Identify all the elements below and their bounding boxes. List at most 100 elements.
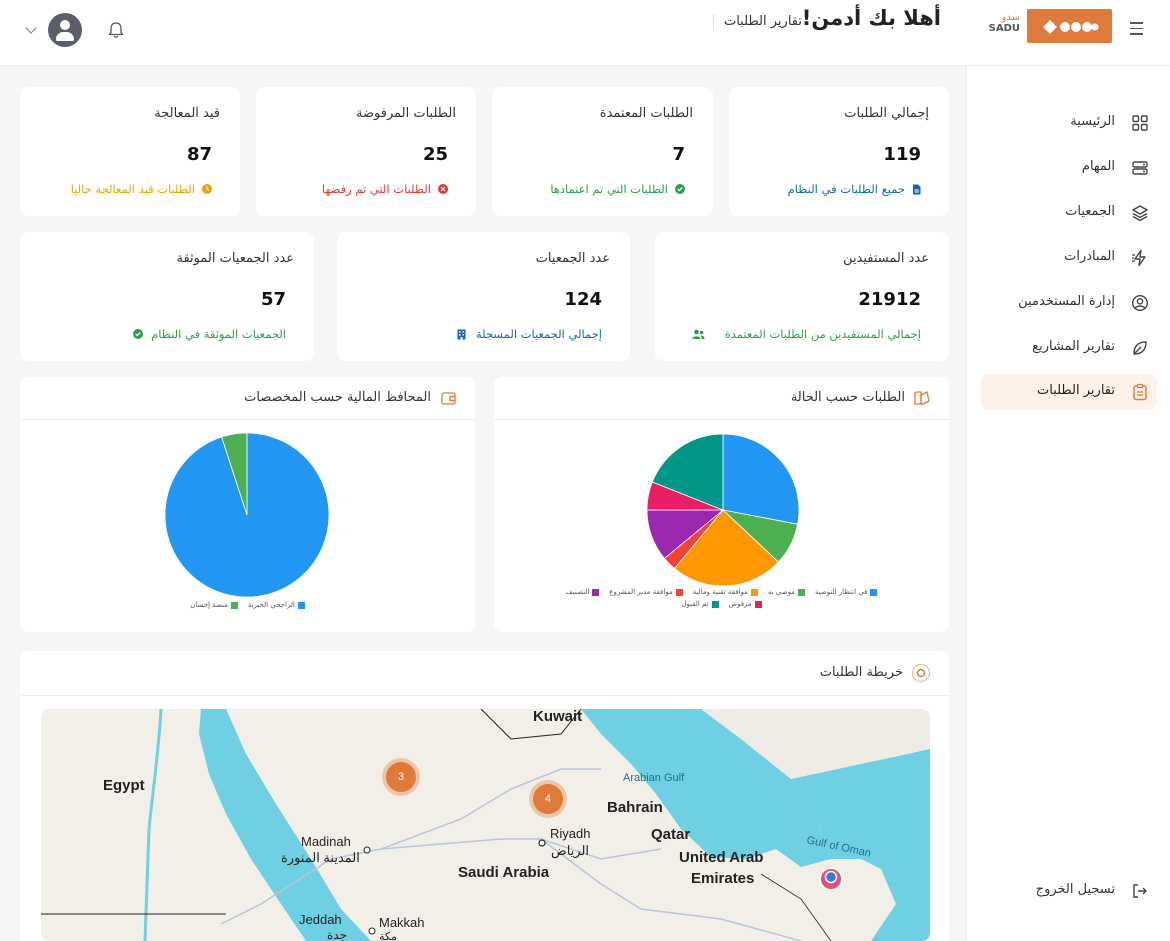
sidebar-item-tasks[interactable]: المهام: [981, 150, 1157, 186]
stat-title: عدد الجمعيات: [535, 251, 610, 266]
layers-icon: [1132, 205, 1148, 222]
legend-item[interactable]: مرفوض: [729, 600, 762, 608]
legend-item[interactable]: موافقة تقنية ومالية: [693, 588, 758, 596]
map-cluster-marker[interactable]: 4: [533, 784, 563, 814]
sidebar-item-label: الرئيسية: [1070, 114, 1115, 129]
stat-subtitle-text: الطلبات التي تم رفضها: [321, 182, 431, 196]
stat-subtitle-text: الجمعيات الموثقة في النظام: [151, 327, 286, 341]
user-circle-icon: [1131, 294, 1149, 312]
sidebar-item-associations[interactable]: الجمعيات: [981, 195, 1157, 231]
sidebar-item-initiatives[interactable]: المبادرات: [981, 240, 1157, 276]
map-label-madinah: Madinah: [301, 834, 351, 849]
sidebar-item-label: الجمعيات: [1065, 204, 1115, 219]
pie-slice-2[interactable]: [221, 433, 248, 516]
chart-book-icon: [914, 391, 930, 405]
breadcrumb: تقارير الطلبات: [712, 14, 802, 29]
avatar[interactable]: [48, 13, 82, 47]
stat-title: الطلبات المعتمدة: [599, 106, 693, 121]
status-pie-chart: [647, 434, 799, 586]
legend-item[interactable]: التصنيف: [566, 588, 600, 596]
logout-icon: [1133, 884, 1147, 898]
legend-item[interactable]: الراجحي الخيرية: [248, 601, 305, 609]
legend-item[interactable]: في انتظار التوصية: [815, 588, 878, 596]
panel-title: الطلبات حسب الحالة: [790, 390, 905, 405]
building-icon: [457, 329, 466, 339]
sidebar-item-request-reports[interactable]: تقارير الطلبات: [981, 374, 1157, 410]
legend-swatch: [711, 600, 719, 608]
check-circle-icon: [133, 329, 144, 339]
map-cluster-marker[interactable]: 3: [386, 762, 416, 792]
stat-value: 7: [672, 144, 685, 165]
x-circle-icon: [438, 184, 448, 194]
stat-title: إجمالي الطلبات: [844, 106, 929, 121]
map-label-riyadh-ar: الرياض: [551, 843, 590, 858]
stat-value: 124: [564, 289, 602, 310]
stat-card-rejected: الطلبات المرفوضة 25 الطلبات التي تم رفضه…: [256, 87, 476, 216]
stat-value: 87: [186, 144, 212, 165]
map-panel: خريطة الطلبات: [20, 651, 949, 941]
legend-swatch: [797, 588, 805, 596]
bolt-icon: [1132, 249, 1146, 267]
logout-button[interactable]: تسجيل الخروج: [981, 873, 1157, 909]
chevron-down-icon[interactable]: [25, 22, 37, 34]
legend-item[interactable]: منصة إحسان: [190, 601, 238, 609]
panel-header: الطلبات حسب الحالة: [494, 377, 949, 420]
pie-slice-7[interactable]: [651, 434, 724, 511]
legend-item[interactable]: موافقة مدير المشروع: [609, 588, 683, 596]
stat-card-verified-associations: عدد الجمعيات الموثقة 57 الجمعيات الموثقة…: [20, 232, 314, 361]
map-label-jeddah-ar: جدة: [327, 928, 348, 941]
stat-value: 119: [883, 144, 921, 165]
stat-subtitle: الطلبات التي تم اعتمادها: [550, 182, 685, 196]
check-circle-icon: [675, 184, 685, 194]
legend-label: في انتظار التوصية: [814, 588, 868, 596]
stat-title: قيد المعالجة: [154, 106, 220, 121]
logo-en: SADU: [988, 23, 1020, 34]
map-label-jeddah: Jeddah: [299, 912, 342, 927]
wallets-chart-legend: الراجحي الخيرية منصة إحسان: [150, 601, 345, 609]
legend-swatch: [870, 588, 878, 596]
legend-label: التصنيف: [565, 588, 590, 596]
stat-subtitle: الطلبات التي تم رفضها: [322, 182, 448, 196]
stat-subtitle: الجمعيات الموثقة في النظام: [133, 327, 286, 341]
sidebar-item-label: إدارة المستخدمين: [1018, 294, 1115, 309]
sidebar-item-users[interactable]: إدارة المستخدمين: [981, 285, 1157, 321]
map-label-makkah-ar: مكة: [379, 931, 397, 941]
sidebar-item-home[interactable]: الرئيسية: [981, 105, 1157, 141]
map-label-kuwait: Kuwait: [533, 709, 583, 725]
page-greeting: أهلا بك أدمن!: [801, 6, 941, 30]
logo: [1027, 9, 1112, 43]
legend-item[interactable]: تم القبول: [681, 600, 719, 608]
legend-label: الراجحي الخيرية: [247, 601, 295, 609]
map-label-bahrain: Bahrain: [607, 799, 663, 816]
panel-header: المحافظ المالية حسب المخصصات: [20, 377, 475, 420]
pie-slice-3[interactable]: [673, 509, 779, 586]
sidebar-item-project-reports[interactable]: تقارير المشاريع: [981, 330, 1157, 366]
bell-icon[interactable]: [108, 21, 124, 39]
legend-label: تم القبول: [681, 600, 709, 608]
logout-label: تسجيل الخروج: [1035, 882, 1115, 897]
map-label-madinah-ar: المدينة المنورة: [281, 850, 360, 865]
wallets-chart-panel: المحافظ المالية حسب المخصصات الراجحي الخ…: [20, 377, 475, 632]
stat-value: 21912: [858, 289, 921, 310]
legend-label: مرفوض: [728, 600, 752, 608]
legend-swatch: [750, 588, 758, 596]
legend-item[interactable]: موصى به: [768, 588, 805, 596]
stat-value: 25: [422, 144, 448, 165]
stat-subtitle: الطلبات قيد المعالجة حاليا: [71, 182, 212, 196]
stat-subtitle: إجمالي المستفيدين من الطلبات المعتمدة: [692, 327, 921, 341]
pie-slice-1[interactable]: [722, 434, 799, 525]
grid-icon: [1132, 115, 1148, 131]
legend-swatch: [230, 601, 238, 609]
map-label-makkah: Makkah: [379, 915, 425, 930]
requests-map[interactable]: Kuwait Egypt Arabian Gulf Bahrain Qatar …: [41, 709, 930, 941]
stat-title: عدد الجمعيات الموثقة: [176, 251, 294, 266]
map-label-uae-1: United Arab: [679, 849, 764, 866]
legend-swatch: [675, 588, 683, 596]
map-label-qatar: Qatar: [651, 826, 691, 843]
top-header: سدو SADU أهلا بك أدمن! تقارير الطلبات: [0, 0, 1170, 66]
legend-swatch: [754, 600, 762, 608]
menu-toggle-icon[interactable]: [1124, 18, 1148, 38]
map-label-saudi-arabia: Saudi Arabia: [458, 864, 550, 881]
clock-icon: [202, 184, 212, 194]
stat-subtitle-text: الطلبات التي تم اعتمادها: [550, 182, 668, 196]
